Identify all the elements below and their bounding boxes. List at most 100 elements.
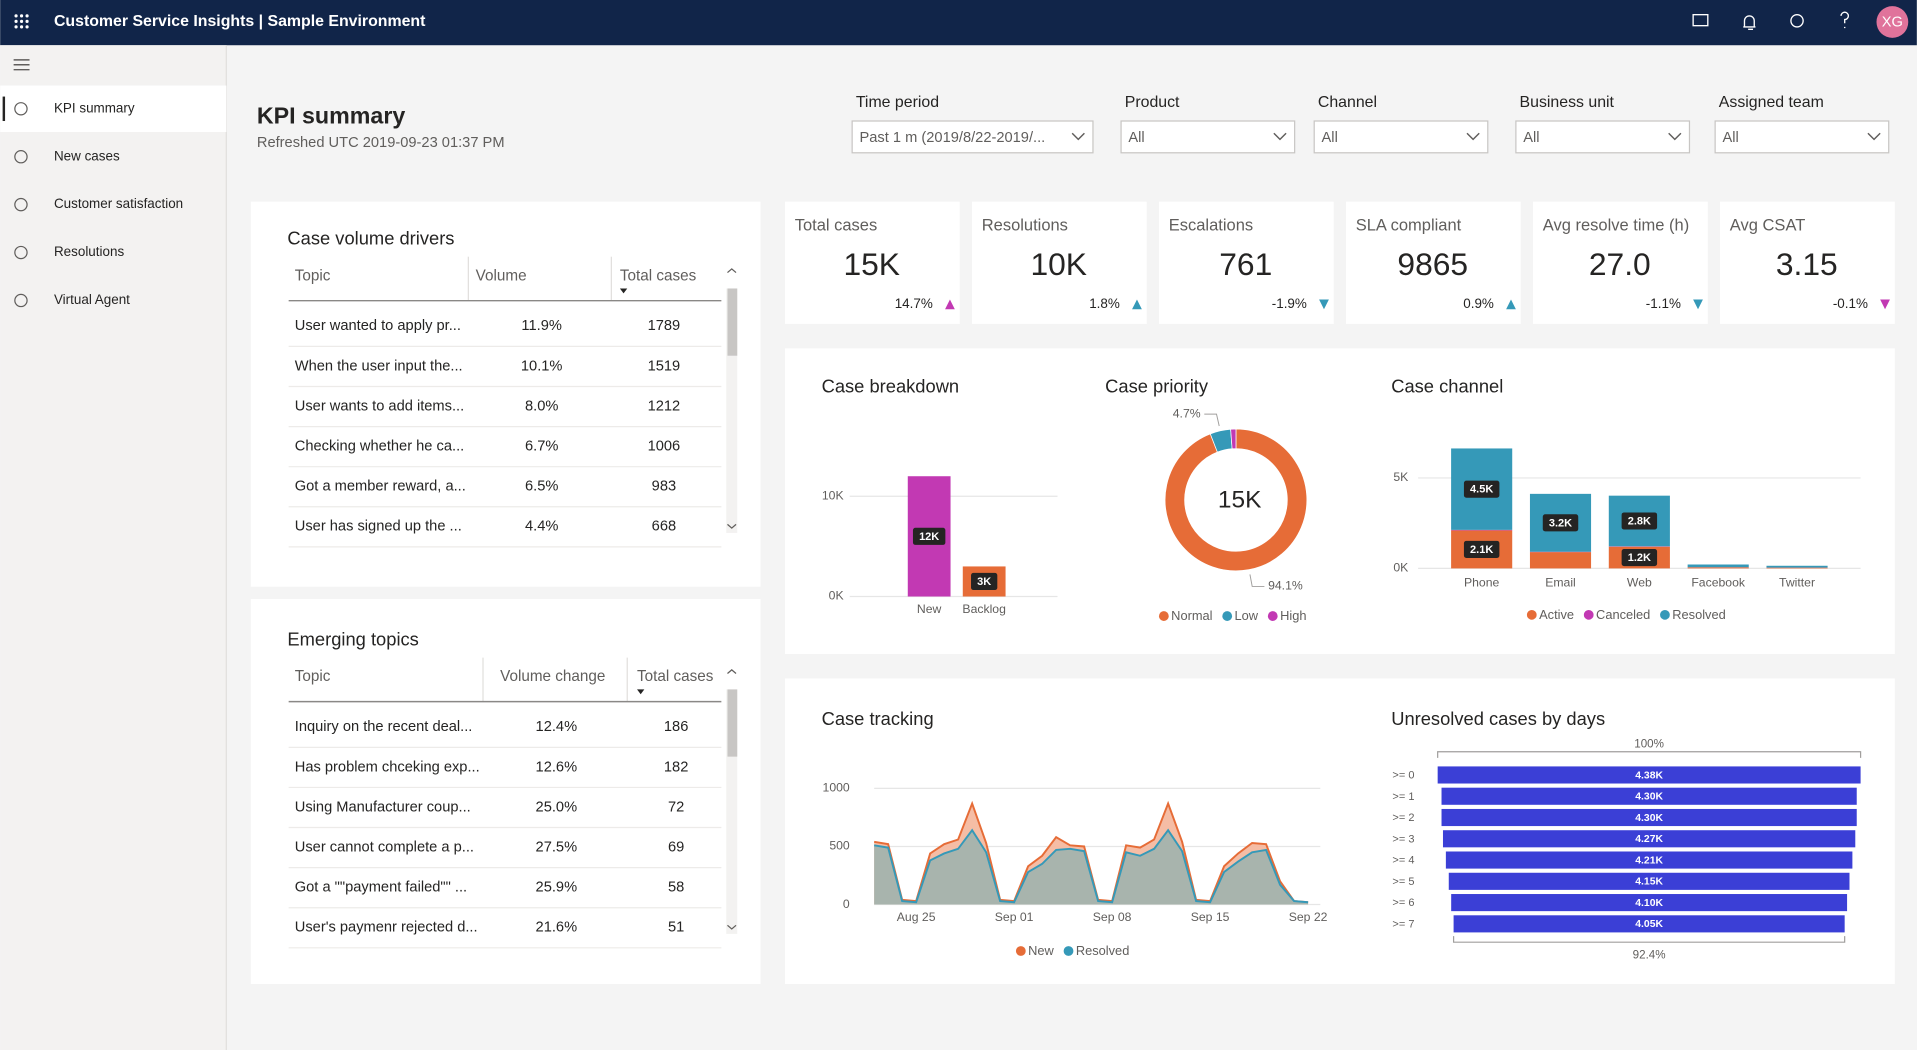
filter-dropdown[interactable] <box>1120 120 1296 154</box>
data-label: 4.05K <box>1635 919 1663 930</box>
chevron <box>1071 132 1085 141</box>
y-tick-label: 500 <box>829 839 850 853</box>
nav-icon <box>14 245 28 260</box>
nav-item[interactable]: New cases <box>54 148 120 163</box>
scroll-up[interactable] <box>727 268 737 274</box>
legend-swatch <box>1660 609 1670 620</box>
filter-dropdown[interactable] <box>1714 120 1890 154</box>
leader-line <box>1204 413 1220 427</box>
sort-indicator <box>637 689 645 695</box>
filter-dropdown[interactable] <box>1313 120 1489 154</box>
filter-value: Past 1 m (2019/8/22-2019/... <box>859 130 1045 146</box>
bar-segment <box>1687 564 1749 568</box>
table-cell: 12.6% <box>536 759 578 775</box>
legend-label: New <box>1028 943 1054 958</box>
legend-label: Resolved <box>1076 943 1129 958</box>
data-label-bg <box>912 527 946 545</box>
scrollbar-thumb[interactable] <box>727 288 738 356</box>
scrollbar-track <box>726 288 738 533</box>
kpi-label: Avg CSAT <box>1730 216 1806 234</box>
kpi-value: 27.0 <box>1589 246 1651 282</box>
kpi-change: 14.7% <box>895 296 933 311</box>
data-label: 2.8K <box>1628 516 1651 528</box>
kpi-card <box>1720 201 1895 324</box>
nav-item[interactable]: Virtual Agent <box>54 292 130 307</box>
avatar[interactable] <box>1876 6 1909 38</box>
kpi-value: 15K <box>843 246 900 282</box>
scrollbar-thumb[interactable] <box>727 689 738 757</box>
card <box>250 201 761 587</box>
legend-swatch <box>1063 946 1074 956</box>
data-label: 4.10K <box>1635 898 1663 909</box>
table-cell: 8.0% <box>525 398 558 414</box>
kpi-change: 0.9% <box>1463 296 1494 311</box>
kpi-label: Escalations <box>1169 216 1253 234</box>
refreshed: Refreshed UTC 2019-09-23 01:37 PM <box>257 135 505 151</box>
funnel-top-label: 100% <box>1634 737 1664 750</box>
data-label: 4.38K <box>1635 770 1663 781</box>
x-tick-label: Facebook <box>1691 575 1746 589</box>
table-cell: 1212 <box>648 398 681 414</box>
data-label: 1.2K <box>1628 552 1651 564</box>
kpi-value: 3.15 <box>1776 246 1838 282</box>
trend-arrow <box>1319 299 1329 310</box>
dot <box>25 14 29 18</box>
nav-item[interactable]: Customer satisfaction <box>54 196 183 211</box>
filter-label: Product <box>1125 94 1180 111</box>
kpi-label: Total cases <box>795 216 878 234</box>
scroll-up[interactable] <box>727 669 737 674</box>
funnel-bar <box>1448 872 1850 890</box>
table-cell: 1519 <box>648 358 681 374</box>
y-tick-label: 10K <box>822 489 845 503</box>
x-tick-label: New <box>917 602 942 616</box>
column-header: Volume change <box>500 668 605 685</box>
data-label: 3K <box>977 576 991 588</box>
donut-slice <box>1164 428 1308 572</box>
kpi-card <box>1345 201 1521 324</box>
donut-slice <box>1230 428 1237 450</box>
scroll-down[interactable] <box>727 924 737 930</box>
hamburger[interactable] <box>13 59 30 71</box>
column-header: Topic <box>295 267 331 284</box>
data-label-bg <box>1542 514 1579 532</box>
filter-value: All <box>1128 130 1144 146</box>
y-tick-label: >= 1 <box>1392 791 1414 803</box>
app-launcher[interactable] <box>14 14 29 29</box>
table-cell: 1006 <box>648 439 681 455</box>
funnel-bar <box>1451 894 1848 912</box>
filter-label: Business unit <box>1520 94 1615 111</box>
data-label-bg <box>1463 540 1500 558</box>
table-cell: User's paymenr rejected d... <box>295 920 478 936</box>
funnel-bar <box>1445 851 1853 869</box>
filter-dropdown[interactable] <box>851 120 1094 154</box>
help-icon[interactable] <box>1840 11 1850 29</box>
chat-icon[interactable] <box>1692 13 1709 27</box>
kpi-value: 9865 <box>1397 246 1468 282</box>
scroll-down[interactable] <box>727 523 737 529</box>
bell-icon[interactable] <box>1743 15 1756 31</box>
card-title: Case volume drivers <box>287 227 454 248</box>
nav-item[interactable]: Resolutions <box>54 244 124 259</box>
y-tick-label: >= 4 <box>1392 855 1414 867</box>
kpi-label: SLA compliant <box>1356 216 1462 234</box>
settings-icon[interactable] <box>1790 13 1804 28</box>
funnel-bar <box>1441 787 1857 805</box>
chart-title: Case channel <box>1391 375 1503 396</box>
kpi-label: Resolutions <box>982 216 1068 234</box>
data-label: 2.1K <box>1470 544 1493 556</box>
table-cell: 668 <box>652 519 676 535</box>
table-cell: 12.4% <box>536 719 578 735</box>
y-tick-label: >= 0 <box>1392 769 1414 781</box>
nav-item[interactable]: KPI summary <box>54 100 135 115</box>
funnel-bar <box>1437 766 1861 784</box>
data-label: 4.30K <box>1635 792 1663 803</box>
bar-segment <box>1687 567 1749 569</box>
filter-dropdown[interactable] <box>1515 120 1691 154</box>
nav-selected-bg <box>0 85 227 133</box>
legend-label: Low <box>1235 608 1259 623</box>
dot <box>25 25 29 29</box>
x-tick-label: Backlog <box>962 602 1006 616</box>
dot <box>19 19 24 23</box>
x-tick-label: Sep 15 <box>1191 910 1230 924</box>
